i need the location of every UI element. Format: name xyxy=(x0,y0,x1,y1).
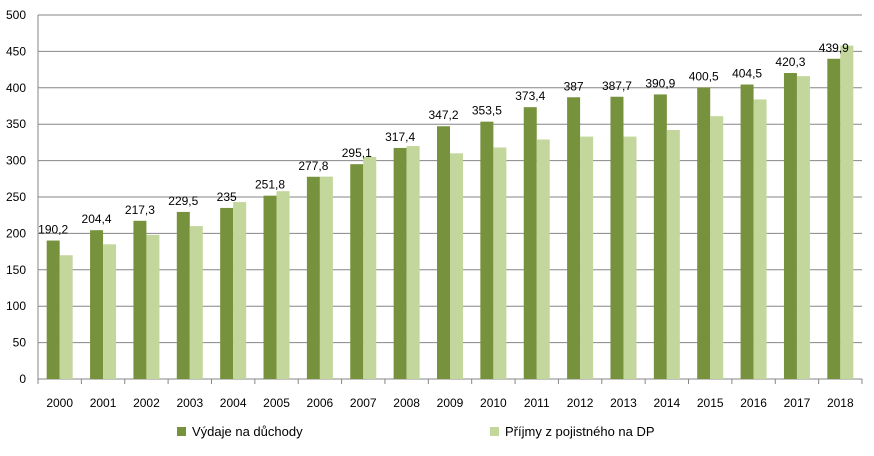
bar-s1-2009 xyxy=(450,153,463,379)
x-tick-label-2009: 2009 xyxy=(437,396,464,410)
bar-s0-2006 xyxy=(306,176,320,379)
legend-label-vydaje: Výdaje na důchody xyxy=(192,424,303,439)
bar-s1-2016 xyxy=(753,99,767,379)
data-label-2009: 347,2 xyxy=(428,108,458,122)
legend: Výdaje na důchody Příjmy z pojistného na… xyxy=(0,424,874,446)
data-label-2011: 373,4 xyxy=(515,89,545,103)
x-tick-label-2013: 2013 xyxy=(610,396,637,410)
data-label-2002: 217,3 xyxy=(125,203,155,217)
bar-s0-2013 xyxy=(610,96,624,380)
bar-s1-2006 xyxy=(319,176,333,379)
bar-s1-2008 xyxy=(406,146,420,379)
y-tick-label-50: 50 xyxy=(13,336,27,350)
data-label-2017: 420,3 xyxy=(775,55,805,69)
x-tick-label-2016: 2016 xyxy=(740,396,767,410)
x-tick-label-2004: 2004 xyxy=(220,396,247,410)
x-tick-label-2015: 2015 xyxy=(697,396,724,410)
bar-s1-2004 xyxy=(233,202,247,379)
y-tick-label-200: 200 xyxy=(6,226,26,240)
x-tick-label-2002: 2002 xyxy=(133,396,160,410)
x-tick-label-2014: 2014 xyxy=(653,396,680,410)
bar-s0-2014 xyxy=(653,94,667,379)
bar-s1-2010 xyxy=(493,147,507,379)
bar-s1-2011 xyxy=(536,139,550,379)
y-tick-label-0: 0 xyxy=(19,372,26,386)
x-tick-label-2001: 2001 xyxy=(90,396,117,410)
y-tick-label-100: 100 xyxy=(6,299,26,313)
data-label-2018: 439,9 xyxy=(819,41,849,55)
y-tick-label-400: 400 xyxy=(6,81,26,95)
legend-item-vydaje: Výdaje na důchody xyxy=(177,424,303,439)
bar-s0-2017 xyxy=(783,73,797,379)
x-tick-label-2003: 2003 xyxy=(176,396,203,410)
legend-item-prijmy: Příjmy z pojistného na DP xyxy=(490,424,655,439)
x-tick-label-2011: 2011 xyxy=(524,396,550,410)
bar-s0-2009 xyxy=(437,126,450,379)
x-tick-label-2007: 2007 xyxy=(350,396,377,410)
data-label-2014: 390,9 xyxy=(645,76,675,90)
bar-s0-2015 xyxy=(697,87,711,379)
bar-s1-2017 xyxy=(796,76,810,379)
x-tick-label-2006: 2006 xyxy=(307,396,334,410)
data-label-2005: 251,8 xyxy=(255,178,285,192)
bar-s0-2018 xyxy=(827,58,841,379)
x-tick-label-2005: 2005 xyxy=(263,396,290,410)
data-label-2015: 400,5 xyxy=(689,69,719,83)
bar-s1-2012 xyxy=(580,136,594,379)
bar-s1-2007 xyxy=(363,156,377,379)
bar-s0-2001 xyxy=(90,230,104,379)
bar-s0-2008 xyxy=(393,147,407,379)
x-tick-label-2000: 2000 xyxy=(46,396,73,410)
bar-s1-2000 xyxy=(59,255,73,379)
data-label-2016: 404,5 xyxy=(732,67,762,81)
bar-s0-2005 xyxy=(263,195,277,379)
x-tick-label-2018: 2018 xyxy=(827,396,854,410)
bar-s0-2003 xyxy=(176,211,190,379)
bar-s0-2011 xyxy=(523,107,537,380)
y-tick-label-350: 350 xyxy=(6,117,26,131)
data-label-2000: 190,2 xyxy=(38,223,68,237)
data-label-2006: 277,8 xyxy=(298,159,328,173)
data-label-2008: 317,4 xyxy=(385,130,415,144)
y-tick-label-150: 150 xyxy=(6,263,26,277)
bar-s1-2003 xyxy=(189,226,203,379)
x-tick-label-2012: 2012 xyxy=(567,396,594,410)
data-label-2010: 353,5 xyxy=(472,104,502,118)
y-tick-label-500: 500 xyxy=(6,8,26,22)
data-label-2001: 204,4 xyxy=(82,212,112,226)
y-tick-label-250: 250 xyxy=(6,190,26,204)
x-tick-label-2008: 2008 xyxy=(393,396,420,410)
legend-swatch-vydaje xyxy=(177,427,186,436)
bar-s0-2016 xyxy=(740,84,754,380)
y-tick-label-450: 450 xyxy=(6,44,26,58)
data-label-2003: 229,5 xyxy=(168,194,198,208)
bar-s1-2015 xyxy=(710,116,724,379)
legend-swatch-prijmy xyxy=(490,427,499,436)
bar-s1-2018 xyxy=(840,45,854,380)
bar-s0-2002 xyxy=(133,220,147,379)
y-tick-label-300: 300 xyxy=(6,154,26,168)
data-label-2004: 235 xyxy=(217,190,237,204)
bar-s0-2000 xyxy=(46,240,60,379)
bar-s1-2013 xyxy=(623,136,637,379)
x-tick-label-2010: 2010 xyxy=(480,396,507,410)
bar-s1-2002 xyxy=(146,234,160,379)
bar-s0-2007 xyxy=(350,164,364,379)
bar-s0-2004 xyxy=(220,207,234,379)
legend-label-prijmy: Příjmy z pojistného na DP xyxy=(505,424,655,439)
data-label-2012: 387 xyxy=(564,79,584,93)
bar-s0-2012 xyxy=(567,97,581,379)
bar-s0-2010 xyxy=(480,121,494,379)
bar-s1-2014 xyxy=(666,130,680,379)
x-tick-label-2017: 2017 xyxy=(784,396,811,410)
data-label-2007: 295,1 xyxy=(342,146,372,160)
data-label-2013: 387,7 xyxy=(602,79,632,93)
bar-s1-2001 xyxy=(103,244,117,379)
bar-s1-2005 xyxy=(276,191,290,379)
